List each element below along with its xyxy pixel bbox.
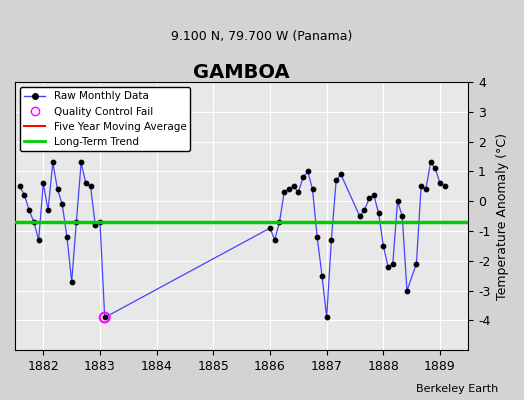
Point [39,180,48,186]
Point [379,243,388,249]
Point [398,213,407,219]
Point [49,159,57,166]
Title: GAMBOA: GAMBOA [193,63,290,82]
Text: 9.100 N, 79.700 W (Panama): 9.100 N, 79.700 W (Panama) [171,30,353,43]
Point [422,186,430,192]
Point [96,219,104,225]
Point [370,192,378,198]
Point [417,183,425,190]
Point [389,261,397,267]
Point [412,261,421,267]
Point [35,237,43,243]
Point [308,186,316,192]
Point [313,234,321,240]
Point [82,180,90,186]
Y-axis label: Temperature Anomaly (°C): Temperature Anomaly (°C) [496,133,509,300]
Point [77,159,85,166]
Point [355,213,364,219]
Legend: Raw Monthly Data, Quality Control Fail, Five Year Moving Average, Long-Term Tren: Raw Monthly Data, Quality Control Fail, … [20,87,190,151]
Point [336,171,345,178]
Text: Berkeley Earth: Berkeley Earth [416,384,498,394]
Point [289,183,298,190]
Point [72,219,81,225]
Point [294,189,302,196]
Point [101,314,109,321]
Point [403,288,411,294]
Point [275,219,283,225]
Point [441,183,449,190]
Point [16,183,24,190]
Point [322,314,331,321]
Point [86,183,95,190]
Point [384,264,392,270]
Point [68,278,76,285]
Point [20,192,29,198]
Point [318,272,326,279]
Point [427,159,435,166]
Point [361,207,369,213]
Point [30,219,38,225]
Point [101,314,109,321]
Point [91,222,100,228]
Point [280,189,288,196]
Point [44,207,52,213]
Point [303,168,312,175]
Point [431,165,440,172]
Point [375,210,383,216]
Point [436,180,444,186]
Point [58,201,67,208]
Point [270,237,279,243]
Point [53,186,62,192]
Point [299,174,307,180]
Point [332,177,340,184]
Point [365,195,374,202]
Point [394,198,402,204]
Point [25,207,34,213]
Point [266,225,274,231]
Point [63,234,71,240]
Point [285,186,293,192]
Point [327,237,335,243]
